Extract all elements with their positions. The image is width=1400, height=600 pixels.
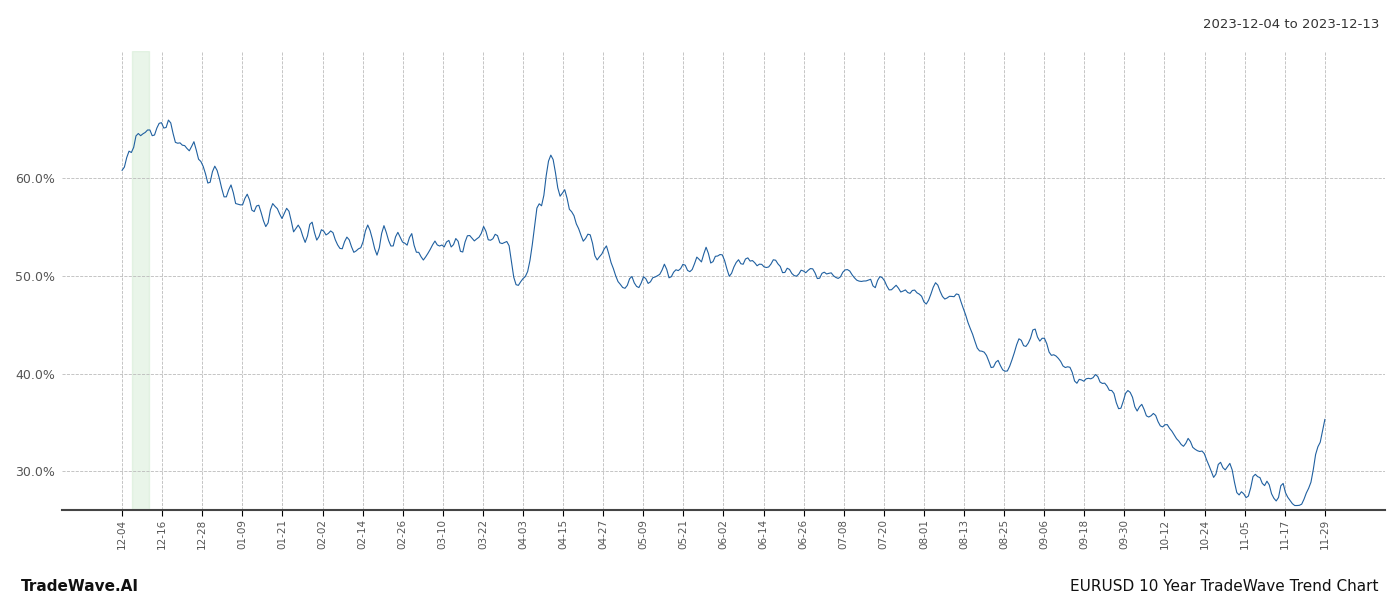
Text: EURUSD 10 Year TradeWave Trend Chart: EURUSD 10 Year TradeWave Trend Chart <box>1071 579 1379 594</box>
Text: 2023-12-04 to 2023-12-13: 2023-12-04 to 2023-12-13 <box>1203 18 1379 31</box>
Bar <box>132 51 148 511</box>
Text: TradeWave.AI: TradeWave.AI <box>21 579 139 594</box>
